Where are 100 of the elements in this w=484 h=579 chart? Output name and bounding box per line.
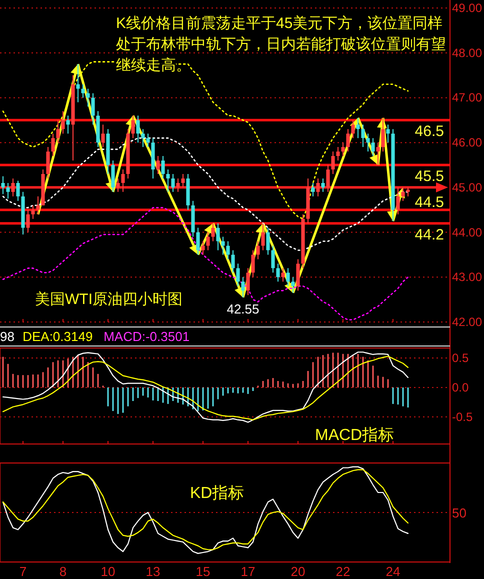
candlestick xyxy=(66,115,70,134)
candlestick xyxy=(206,232,210,251)
candlestick xyxy=(16,180,20,202)
y-tick-label: 42.00 xyxy=(452,315,482,329)
candlestick xyxy=(46,146,50,179)
x-tick-label: 24 xyxy=(386,564,400,579)
candlestick xyxy=(201,240,205,256)
candlestick xyxy=(171,173,175,192)
candlestick xyxy=(6,182,10,200)
candlestick xyxy=(296,258,300,292)
candlestick xyxy=(316,178,320,197)
candlestick xyxy=(156,156,160,174)
text: DEA:0.3149 xyxy=(22,329,93,344)
candlestick xyxy=(86,88,90,108)
candlestick xyxy=(236,263,240,287)
candlestick xyxy=(211,222,215,242)
candlestick xyxy=(321,178,325,192)
candlestick xyxy=(26,209,30,233)
candlestick xyxy=(326,164,330,192)
candlestick xyxy=(251,250,255,278)
candlestick xyxy=(231,250,235,274)
candlestick xyxy=(256,240,260,260)
candlestick xyxy=(176,178,180,192)
annotation: MACD指标 xyxy=(315,426,394,444)
candlestick xyxy=(101,124,105,148)
candlestick xyxy=(91,92,95,126)
candlestick xyxy=(341,142,345,157)
y-tick-label: 43.00 xyxy=(452,270,482,284)
candlestick xyxy=(136,115,140,144)
y-tick-label: 44.00 xyxy=(452,225,482,240)
annotation: 美国WTI原油四小时图 xyxy=(35,291,182,308)
candlestick xyxy=(181,173,185,188)
candlestick xyxy=(336,146,340,162)
candlestick xyxy=(11,178,15,197)
candlestick xyxy=(121,168,125,192)
y-tick-label: 47.00 xyxy=(452,90,482,105)
x-tick-label: 15 xyxy=(196,564,210,579)
candlestick xyxy=(221,236,225,256)
candlestick xyxy=(356,117,360,139)
candlestick xyxy=(116,178,120,192)
text: 98 xyxy=(0,329,14,344)
y-tick-label: 48.00 xyxy=(452,46,482,60)
candlestick xyxy=(346,128,350,152)
candlestick xyxy=(196,227,200,256)
candlestick xyxy=(386,124,390,144)
candlestick xyxy=(226,240,230,260)
candlestick xyxy=(281,268,285,282)
y-tick-label: 0.5 xyxy=(452,351,470,366)
x-tick-label: 13 xyxy=(146,564,160,579)
candlestick xyxy=(276,263,280,282)
candlestick xyxy=(371,138,375,157)
annotation: KD指标 xyxy=(190,484,244,502)
candlestick xyxy=(361,124,365,148)
candlestick xyxy=(111,160,115,192)
y-tick-label: 46.00 xyxy=(452,136,482,150)
candlestick xyxy=(311,182,315,197)
candlestick xyxy=(56,120,60,144)
candlestick xyxy=(261,222,265,251)
text: MACD:-0.3501 xyxy=(104,329,190,344)
candlestick xyxy=(131,115,135,139)
candlestick xyxy=(161,156,165,179)
candlestick xyxy=(61,110,65,134)
candlestick xyxy=(1,176,5,195)
candlestick xyxy=(246,268,250,296)
candlestick xyxy=(366,133,370,152)
x-tick-label: 10 xyxy=(100,564,116,579)
candlestick xyxy=(331,151,335,174)
candlestick xyxy=(31,204,35,220)
candlestick xyxy=(76,64,80,103)
ref-line-label: 44.5 xyxy=(414,194,444,211)
x-tick-label: 7 xyxy=(19,564,27,579)
candlestick xyxy=(81,84,85,98)
x-tick-label: 20 xyxy=(290,564,306,579)
candlestick xyxy=(241,276,245,298)
annotation: 42.55 xyxy=(226,301,260,316)
candlestick xyxy=(146,133,150,148)
x-tick-label: 17 xyxy=(240,564,256,579)
candlestick xyxy=(36,196,40,215)
candlestick xyxy=(266,227,270,256)
x-tick-label: 8 xyxy=(59,564,67,579)
line-series xyxy=(2,206,409,320)
candlestick xyxy=(381,117,385,152)
text: 50 xyxy=(452,506,466,520)
candlestick xyxy=(216,222,220,251)
candlestick xyxy=(351,120,355,139)
candlestick xyxy=(166,168,170,192)
candlestick xyxy=(376,142,380,166)
y-tick-label: 0.0 xyxy=(452,380,470,394)
ref-line-label: 45.5 xyxy=(414,168,444,185)
ref-line-label: 44.2 xyxy=(414,226,444,244)
candlestick xyxy=(51,133,55,157)
x-tick-label: 22 xyxy=(336,564,350,579)
y-tick-label: 45.00 xyxy=(452,180,482,194)
ref-line-label: 46.5 xyxy=(414,123,444,140)
y-tick-label: 49.00 xyxy=(452,1,482,15)
text: K线价格目前震荡走平于45美元下方，该位置同样处于布林带中轨下方，日内若能打破该位置则有望继续走高。 xyxy=(116,15,446,74)
candlestick xyxy=(141,128,145,148)
y-tick-label: -0.5 xyxy=(452,410,474,424)
candlestick xyxy=(271,245,275,274)
candlestick xyxy=(286,268,290,287)
